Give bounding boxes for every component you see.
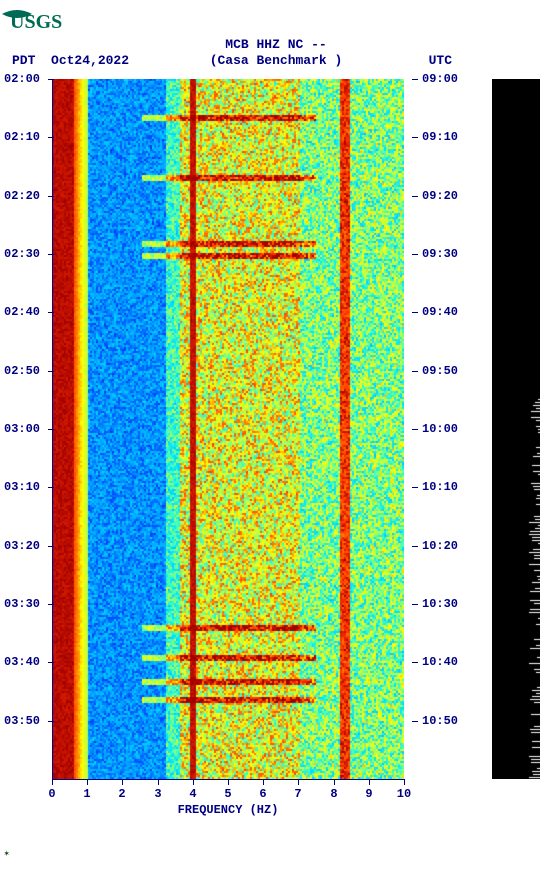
xtick	[193, 779, 194, 785]
ytick-right-label: 10:00	[422, 422, 458, 436]
xtick-label: 4	[189, 787, 196, 801]
ytick-left	[48, 371, 54, 372]
ytick-right-label: 10:20	[422, 539, 458, 553]
ytick-left-label: 02:40	[4, 305, 40, 319]
spectrogram	[52, 79, 404, 784]
ytick-right-label: 10:50	[422, 714, 458, 728]
usgs-logo: USGS	[0, 0, 552, 37]
xtick-label: 6	[259, 787, 266, 801]
ytick-left	[48, 429, 54, 430]
xtick	[298, 779, 299, 785]
ytick-right	[412, 604, 418, 605]
xtick-label: 0	[48, 787, 55, 801]
xtick-label: 1	[83, 787, 90, 801]
header-title-2: (Casa Benchmark )	[210, 53, 343, 69]
right-tz: UTC	[429, 53, 452, 69]
ytick-right	[412, 312, 418, 313]
ytick-left	[48, 662, 54, 663]
ytick-right	[412, 487, 418, 488]
ytick-left	[48, 487, 54, 488]
xtick-label: 9	[365, 787, 372, 801]
header-left: PDT Oct24,2022	[12, 53, 129, 69]
ytick-left	[48, 254, 54, 255]
ytick-left-label: 03:00	[4, 422, 40, 436]
ytick-left	[48, 546, 54, 547]
sidebar-canvas	[492, 79, 540, 779]
ytick-left-label: 02:20	[4, 189, 40, 203]
xtick	[263, 779, 264, 785]
ytick-right-label: 09:20	[422, 189, 458, 203]
header-title-1: MCB HHZ NC --	[225, 37, 326, 53]
ytick-left-label: 03:10	[4, 480, 40, 494]
ytick-left-label: 03:40	[4, 655, 40, 669]
ytick-right-label: 09:00	[422, 72, 458, 86]
xtick	[52, 779, 53, 785]
ytick-right	[412, 662, 418, 663]
xtick	[369, 779, 370, 785]
ytick-right	[412, 429, 418, 430]
left-tz: PDT	[12, 53, 35, 68]
ytick-right	[412, 371, 418, 372]
xtick	[87, 779, 88, 785]
header-date: Oct24,2022	[51, 53, 129, 68]
ytick-left-label: 03:30	[4, 597, 40, 611]
xtick	[158, 779, 159, 785]
chart-header: PDT Oct24,2022 MCB HHZ NC -- (Casa Bench…	[0, 37, 552, 71]
xtick-label: 7	[294, 787, 301, 801]
ytick-right	[412, 721, 418, 722]
ytick-left-label: 02:10	[4, 130, 40, 144]
ytick-right	[412, 196, 418, 197]
ytick-right-label: 10:10	[422, 480, 458, 494]
xtick	[334, 779, 335, 785]
ytick-left-label: 02:50	[4, 364, 40, 378]
ytick-left	[48, 137, 54, 138]
spectrogram-canvas	[52, 79, 404, 779]
svg-text:USGS: USGS	[10, 11, 62, 32]
ytick-left	[48, 312, 54, 313]
ytick-right-label: 09:30	[422, 247, 458, 261]
ytick-right	[412, 254, 418, 255]
ytick-right-label: 09:10	[422, 130, 458, 144]
ytick-left-label: 02:30	[4, 247, 40, 261]
xtick-label: 5	[224, 787, 231, 801]
footer-mark: ✶	[0, 849, 552, 859]
ytick-right-label: 10:30	[422, 597, 458, 611]
ytick-left	[48, 721, 54, 722]
ytick-left-label: 02:00	[4, 72, 40, 86]
amplitude-sidebar	[492, 79, 540, 784]
xtick	[228, 779, 229, 785]
x-axis-label: FREQUENCY (HZ)	[178, 803, 279, 817]
ytick-left	[48, 604, 54, 605]
xtick-label: 3	[154, 787, 161, 801]
ytick-right-label: 10:40	[422, 655, 458, 669]
ytick-left	[48, 196, 54, 197]
ytick-left	[48, 79, 54, 80]
ytick-right	[412, 137, 418, 138]
xtick	[404, 779, 405, 785]
xtick-label: 10	[397, 787, 411, 801]
ytick-right	[412, 546, 418, 547]
ytick-left-label: 03:50	[4, 714, 40, 728]
ytick-right-label: 09:50	[422, 364, 458, 378]
ytick-right-label: 09:40	[422, 305, 458, 319]
chart-area: 02:0002:1002:2002:3002:4002:5003:0003:10…	[0, 79, 552, 799]
ytick-right	[412, 79, 418, 80]
ytick-left-label: 03:20	[4, 539, 40, 553]
xtick	[122, 779, 123, 785]
xtick-label: 8	[330, 787, 337, 801]
xtick-label: 2	[118, 787, 125, 801]
